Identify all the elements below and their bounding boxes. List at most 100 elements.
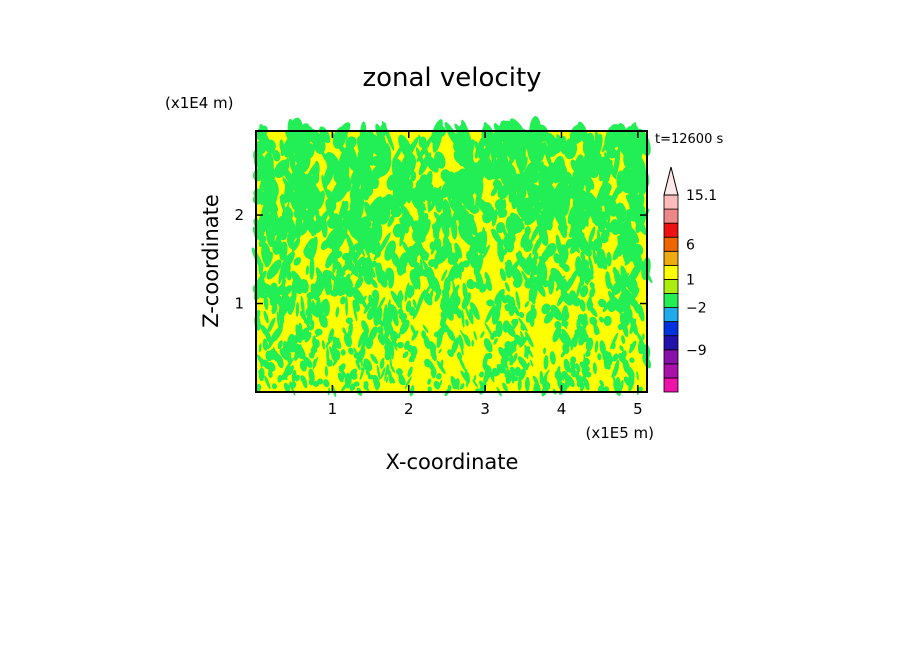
field-blob <box>299 196 311 207</box>
field-blob <box>546 137 560 157</box>
colorbar-segment <box>663 236 679 252</box>
field-blob <box>276 354 284 369</box>
field-blob <box>306 322 312 331</box>
colorbar-label: 6 <box>686 237 695 253</box>
field-blob <box>466 279 475 289</box>
field-blob <box>288 145 296 174</box>
field-blob <box>555 182 565 205</box>
field-blob <box>284 185 292 198</box>
field-blob <box>530 359 534 367</box>
field-blob <box>620 313 632 329</box>
field-blob <box>339 200 349 220</box>
field-blob <box>452 295 461 308</box>
field-blob <box>255 383 262 393</box>
field-blob <box>359 367 365 381</box>
field-blob <box>326 217 339 229</box>
field-blob <box>347 237 355 251</box>
field-blob <box>526 122 536 149</box>
field-blob <box>390 365 395 373</box>
field-blob <box>354 276 364 290</box>
field-blob <box>318 313 328 328</box>
field-blob <box>602 299 612 313</box>
field-blob <box>597 385 605 393</box>
field-blob <box>547 162 554 176</box>
field-blob <box>588 254 594 275</box>
field-blob <box>412 243 421 259</box>
field-blob <box>550 304 563 321</box>
field-blob <box>500 294 508 304</box>
field-blob <box>383 304 388 322</box>
y-tick-label: 1 <box>234 295 244 313</box>
field-blob <box>513 376 519 382</box>
field-blob <box>520 331 525 343</box>
field-blob <box>262 338 268 351</box>
field-blob <box>342 151 357 173</box>
field-blob <box>295 343 306 360</box>
field-blob <box>618 240 629 254</box>
field-blob <box>271 383 277 390</box>
field-blob <box>278 262 285 285</box>
field-blob <box>573 154 585 185</box>
field-blob <box>504 370 511 378</box>
field-blob <box>353 243 362 252</box>
field-blob <box>426 269 437 292</box>
field-blob <box>408 306 416 317</box>
field-blob <box>271 303 278 315</box>
field-blob <box>542 280 550 288</box>
field-blob <box>616 217 624 235</box>
field-blob <box>263 310 269 324</box>
field-blob <box>333 348 341 360</box>
field-blob <box>444 287 450 304</box>
field-blob <box>343 282 354 298</box>
field-blob <box>509 212 519 235</box>
field-blob <box>512 353 518 363</box>
field-blob <box>418 152 432 176</box>
field-blob <box>454 378 460 390</box>
field-blob <box>367 374 375 380</box>
colorbar-segment <box>663 208 679 224</box>
field-blob <box>528 294 533 302</box>
field-blob <box>484 338 493 353</box>
field-blob <box>548 273 555 295</box>
field-blob <box>522 237 530 248</box>
field-blob <box>524 376 530 392</box>
field-blob <box>602 350 610 361</box>
field-blob <box>458 263 462 280</box>
field-blob <box>566 171 578 197</box>
field-blob <box>390 290 403 309</box>
field-blob <box>341 264 348 273</box>
field-blob <box>560 140 573 155</box>
field-blob <box>441 269 448 282</box>
field-blob <box>332 336 342 349</box>
field-blob <box>258 370 264 381</box>
field-blob <box>409 250 415 266</box>
field-blob <box>260 324 272 340</box>
field-blob <box>462 260 470 268</box>
colorbar-label: 15.1 <box>686 188 717 204</box>
field-blob <box>526 362 531 368</box>
field-blob <box>498 196 503 219</box>
field-blob <box>549 351 556 365</box>
field-blob <box>636 370 639 381</box>
field-blob <box>281 368 291 381</box>
field-blob <box>629 316 638 336</box>
x-tick-label: 5 <box>633 400 643 418</box>
field-blob <box>432 189 443 200</box>
field-blob <box>439 312 449 326</box>
colorbar-segment <box>663 222 679 238</box>
y-axis-label: Z-coordinate <box>199 194 223 328</box>
y-scale-label: (x1E4 m) <box>165 94 234 112</box>
field-blob <box>570 370 578 378</box>
field-blob <box>619 345 624 352</box>
field-blob <box>317 280 325 298</box>
field-blob <box>497 238 505 263</box>
field-blob <box>324 365 329 377</box>
field-blob <box>601 229 610 240</box>
field-blob <box>490 333 495 340</box>
field-blob <box>589 282 595 289</box>
field-blob <box>385 376 388 383</box>
field-blob <box>312 299 318 317</box>
field-blob <box>486 299 495 307</box>
field-blob <box>339 228 347 240</box>
field-blob <box>530 224 541 243</box>
